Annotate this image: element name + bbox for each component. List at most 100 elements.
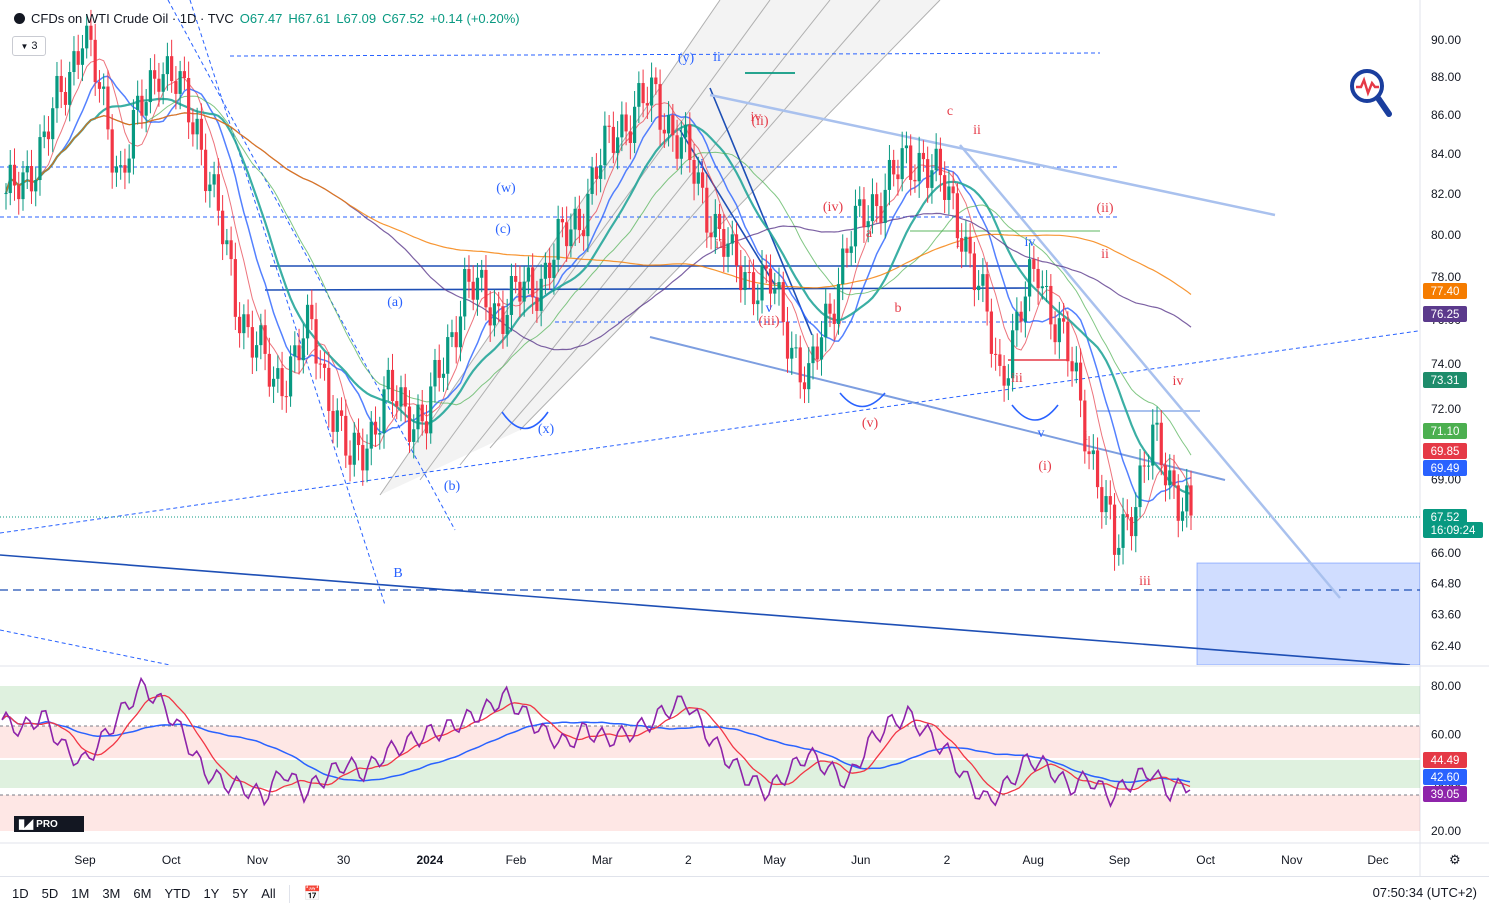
price-axis[interactable]: 90.0088.0086.0084.0082.0080.0078.0076.00… xyxy=(1431,33,1461,653)
candle-body[interactable] xyxy=(361,445,365,471)
candle-body[interactable] xyxy=(921,152,926,160)
target-zone-box[interactable] xyxy=(1196,562,1420,665)
candle-body[interactable] xyxy=(785,322,790,359)
rsi-badge[interactable]: 39.05 xyxy=(1431,789,1460,801)
candle-body[interactable] xyxy=(968,236,972,254)
candle-body[interactable] xyxy=(666,115,671,134)
timeframe-3m-button[interactable]: 3M xyxy=(102,886,121,901)
candle-body[interactable] xyxy=(700,172,705,188)
candle-body[interactable] xyxy=(1078,362,1083,401)
candle-body[interactable] xyxy=(841,248,845,285)
candle-body[interactable] xyxy=(25,166,29,173)
candle-body[interactable] xyxy=(1138,465,1142,508)
candle-body[interactable] xyxy=(628,131,632,143)
candle-body[interactable] xyxy=(552,259,556,278)
candle-body[interactable] xyxy=(1074,362,1078,372)
candle-body[interactable] xyxy=(1044,285,1049,287)
candle-body[interactable] xyxy=(1023,296,1027,322)
candle-body[interactable] xyxy=(68,72,72,105)
candle-body[interactable] xyxy=(900,148,904,180)
candle-body[interactable] xyxy=(505,314,509,334)
candle-body[interactable] xyxy=(539,278,543,311)
candle-body[interactable] xyxy=(225,240,229,245)
candle-body[interactable] xyxy=(212,174,216,185)
candle-body[interactable] xyxy=(828,303,832,314)
candle-body[interactable] xyxy=(1083,400,1087,452)
wave-label[interactable]: v xyxy=(766,301,773,316)
candle-body[interactable] xyxy=(174,81,178,94)
candle-body[interactable] xyxy=(199,118,203,150)
candle-body[interactable] xyxy=(475,277,480,300)
candle-body[interactable] xyxy=(182,71,186,78)
price-badge[interactable]: 69.85 xyxy=(1431,446,1460,458)
candle-body[interactable] xyxy=(1180,511,1185,521)
candle-body[interactable] xyxy=(599,165,603,179)
candle-body[interactable] xyxy=(649,77,654,106)
candle-body[interactable] xyxy=(998,354,1002,366)
candle-body[interactable] xyxy=(407,406,412,442)
candle-body[interactable] xyxy=(467,268,471,282)
candle-body[interactable] xyxy=(624,114,628,132)
candle-body[interactable] xyxy=(165,56,169,75)
timeframe-6m-button[interactable]: 6M xyxy=(133,886,152,901)
candle-body[interactable] xyxy=(565,222,569,247)
candle-body[interactable] xyxy=(131,109,136,159)
candle-body[interactable] xyxy=(862,199,866,228)
candle-body[interactable] xyxy=(751,272,756,305)
candle-body[interactable] xyxy=(454,332,458,348)
candle-body[interactable] xyxy=(654,77,658,85)
candle-body[interactable] xyxy=(1172,470,1176,486)
timeframe-1m-button[interactable]: 1M xyxy=(71,886,90,901)
candle-body[interactable] xyxy=(1006,378,1010,386)
candle-body[interactable] xyxy=(221,210,225,245)
candle-body[interactable] xyxy=(509,275,514,315)
candle-body[interactable] xyxy=(1095,450,1100,488)
wave-label[interactable]: iii xyxy=(715,237,727,252)
candle-body[interactable] xyxy=(369,421,373,449)
candle-body[interactable] xyxy=(501,306,505,334)
candle-body[interactable] xyxy=(136,95,140,110)
candle-body[interactable] xyxy=(637,83,641,107)
candle-body[interactable] xyxy=(148,70,153,103)
candle-body[interactable] xyxy=(93,39,97,83)
pitchfork-channel[interactable] xyxy=(380,0,940,495)
candle-body[interactable] xyxy=(382,389,386,434)
candle-body[interactable] xyxy=(955,193,959,239)
candle-body[interactable] xyxy=(191,122,195,135)
candle-body[interactable] xyxy=(29,166,34,192)
candle-body[interactable] xyxy=(441,373,446,378)
candle-body[interactable] xyxy=(63,92,68,105)
candle-body[interactable] xyxy=(1146,465,1151,467)
candle-body[interactable] xyxy=(590,167,594,194)
candle-body[interactable] xyxy=(170,56,174,82)
wave-label[interactable]: (w) xyxy=(496,181,516,196)
candle-body[interactable] xyxy=(331,410,335,432)
light-trend-lines[interactable] xyxy=(709,93,1341,599)
candle-body[interactable] xyxy=(85,25,89,49)
candle-body[interactable] xyxy=(420,404,424,422)
candle-body[interactable] xyxy=(161,74,165,92)
candle-body[interactable] xyxy=(484,269,488,308)
candle-body[interactable] xyxy=(114,166,119,173)
rsi-line[interactable] xyxy=(1,676,1191,808)
candle-body[interactable] xyxy=(12,164,17,186)
price-badge[interactable]: 76.25 xyxy=(1431,309,1460,321)
candle-body[interactable] xyxy=(726,243,730,257)
candle-body[interactable] xyxy=(756,300,760,305)
candle-body[interactable] xyxy=(297,345,301,361)
candle-body[interactable] xyxy=(1040,286,1044,289)
candle-body[interactable] xyxy=(832,313,836,324)
wave-label[interactable]: (y) xyxy=(678,51,695,66)
candle-body[interactable] xyxy=(683,124,688,138)
candle-body[interactable] xyxy=(1028,259,1032,297)
pitchfork-lines[interactable] xyxy=(379,0,941,496)
candle-body[interactable] xyxy=(429,386,433,434)
candle-body[interactable] xyxy=(399,387,403,407)
candle-body[interactable] xyxy=(348,455,352,465)
candle-body[interactable] xyxy=(781,282,785,323)
candle-body[interactable] xyxy=(896,174,900,180)
candle-body[interactable] xyxy=(790,347,794,359)
candle-body[interactable] xyxy=(144,102,148,116)
